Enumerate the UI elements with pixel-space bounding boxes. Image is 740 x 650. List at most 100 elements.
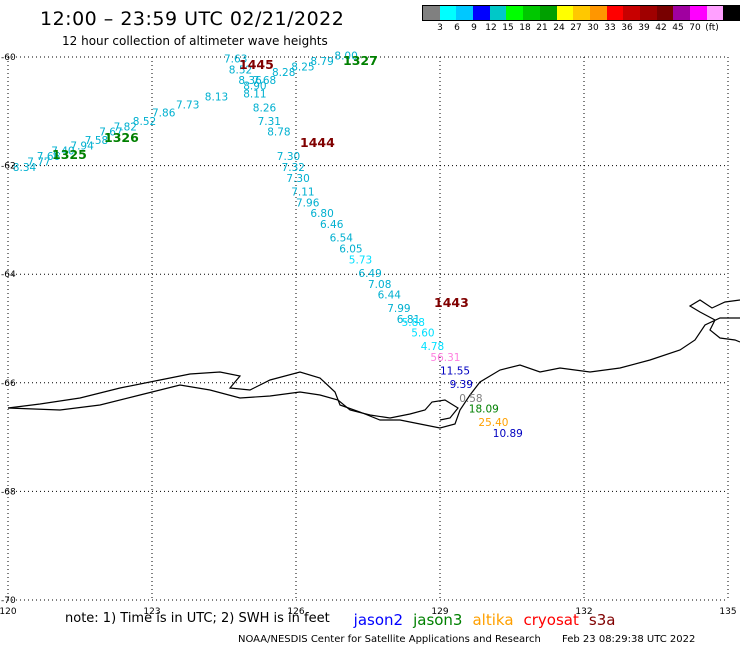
map-grid — [7, 56, 729, 601]
pass-label: 1444 — [300, 135, 335, 150]
color-legend-label: 21 — [536, 23, 548, 33]
color-swatch — [456, 6, 474, 20]
color-legend-swatches — [422, 5, 740, 21]
swh-label: 7.66 — [37, 151, 61, 163]
color-legend-label: 18 — [519, 23, 531, 33]
color-swatch — [639, 6, 657, 20]
swh-label: 0.58 — [459, 393, 482, 405]
color-swatch — [623, 6, 640, 20]
coastline — [7, 299, 740, 429]
swh-label: 5.73 — [349, 254, 372, 266]
footer: NOAA/NESDIS Center for Satellite Applica… — [238, 634, 695, 645]
color-swatch — [606, 6, 624, 20]
pass-label: 1443 — [434, 295, 469, 310]
swh-label: 6.05 — [339, 243, 362, 255]
satellite-jason2: jason2 — [353, 611, 404, 629]
swh-label: 7.99 — [387, 303, 410, 315]
swh-label: 4.78 — [421, 341, 444, 353]
color-swatch — [423, 6, 440, 20]
footer-timestamp: Feb 23 08:29:38 UTC 2022 — [562, 634, 696, 645]
swh-label: 7.40 — [51, 146, 74, 158]
satellite-cryosat: cryosat — [523, 611, 579, 629]
swh-label: 7.63 — [224, 53, 247, 65]
swh-label: 8.36 — [238, 75, 262, 87]
swh-label: 56.31 — [430, 352, 460, 364]
color-swatch — [673, 6, 690, 20]
swh-label: 8.34 — [13, 162, 37, 174]
swh-label: 8.52 — [133, 116, 156, 128]
color-swatch — [523, 6, 540, 20]
lat-tick-label: -66 — [1, 379, 16, 389]
swh-label: 7.08 — [368, 279, 391, 291]
swh-label: 8.52 — [229, 64, 252, 76]
swh-label: 25.40 — [478, 417, 508, 429]
color-legend-label: 33 — [604, 23, 616, 33]
color-legend-label: 9 — [471, 23, 477, 33]
lon-tick-label: 129 — [431, 607, 448, 617]
lon-tick-label: 120 — [0, 607, 17, 617]
note-text: note: 1) Time is in UTC; 2) SWH is in fe… — [65, 611, 330, 626]
color-swatch — [706, 6, 724, 20]
swh-label: 8.78 — [267, 127, 290, 139]
swh-label: 7.68 — [253, 75, 276, 87]
pass-label: 1445 — [239, 57, 274, 72]
color-legend-label: 6 — [454, 23, 460, 33]
lon-tick-label: 135 — [719, 607, 736, 617]
color-swatch — [723, 6, 740, 20]
swh-label: 5.60 — [411, 328, 434, 340]
satellite-altika: altika — [472, 611, 514, 629]
lat-tick-label: -64 — [1, 270, 16, 280]
color-swatch — [573, 6, 590, 20]
map-subtitle: 12 hour collection of altimeter wave hei… — [62, 34, 328, 48]
color-legend: 3 6 9 12 15 18 21 24 27 30 33 36 39 42 45 70 (ft) — [422, 5, 740, 35]
pass-label: 1325 — [52, 147, 87, 162]
note-line: note: 1) Time is in UTC; 2) SWH is in fe… — [65, 611, 625, 629]
lon-tick-label: 132 — [575, 607, 592, 617]
swh-label: 7.30 — [286, 173, 309, 185]
color-legend-label: 30 — [587, 23, 599, 33]
color-swatch — [506, 6, 524, 20]
color-legend-label: 15 — [502, 23, 514, 33]
color-legend-label: 36 — [621, 23, 633, 33]
color-legend-label: 45 — [672, 23, 684, 33]
color-legend-label: 39 — [638, 23, 650, 33]
swh-label: 6.81 — [397, 314, 420, 326]
footer-credit: NOAA/NESDIS Center for Satellite Applica… — [238, 634, 541, 645]
swh-label: 11.55 — [440, 366, 470, 378]
lon-tick-label: 123 — [143, 607, 160, 617]
swh-label: 8.79 — [310, 56, 333, 68]
swh-label: 6.49 — [358, 268, 381, 280]
swh-label: 7.11 — [291, 186, 314, 198]
color-legend-label: (ft) — [705, 23, 719, 33]
satellite-jason3: jason3 — [413, 611, 463, 629]
color-swatch — [439, 6, 457, 20]
lat-tick-label: -62 — [1, 162, 16, 172]
swh-label: 5.88 — [402, 317, 425, 329]
pass-labels: 1325 1326 1327 1443 1444 1445 — [52, 53, 469, 310]
swh-label: 7.94 — [70, 140, 94, 152]
swh-label: 7.67 — [99, 127, 122, 139]
swh-label: 7.30 — [277, 151, 300, 163]
coastline-inner — [7, 384, 459, 421]
pass-label: 1326 — [104, 130, 139, 145]
swh-label: 8.90 — [243, 81, 266, 93]
axis-ticks: 120 123 126 129 132 135 -60 -62 -64 -66 -68 -70 — [0, 53, 737, 617]
color-legend-label: 24 — [553, 23, 565, 33]
color-legend-labels: 3 6 9 12 15 18 21 24 27 30 33 36 39 42 45 70 (ft) — [422, 21, 740, 35]
swh-label: 6.54 — [330, 233, 354, 245]
swh-label: 8.00 — [334, 51, 357, 63]
swh-label: 7.82 — [114, 121, 137, 133]
color-legend-label: 70 — [689, 23, 701, 33]
swh-labels: 8.347.777.667.407.947.587.677.828.527.86… — [13, 51, 523, 440]
color-legend-label: 3 — [437, 23, 443, 33]
color-swatch — [690, 6, 707, 20]
swh-label: 6.46 — [320, 219, 344, 231]
swh-label: 6.80 — [310, 208, 333, 220]
color-legend-label: 27 — [570, 23, 582, 33]
color-swatch — [489, 6, 507, 20]
map-title: 12:00 – 23:59 UTC 02/21/2022 — [40, 8, 345, 30]
swh-label: 7.58 — [85, 135, 108, 147]
color-swatch — [473, 6, 490, 20]
swh-label: 8.26 — [253, 102, 277, 114]
swh-label: 7.86 — [152, 108, 176, 120]
